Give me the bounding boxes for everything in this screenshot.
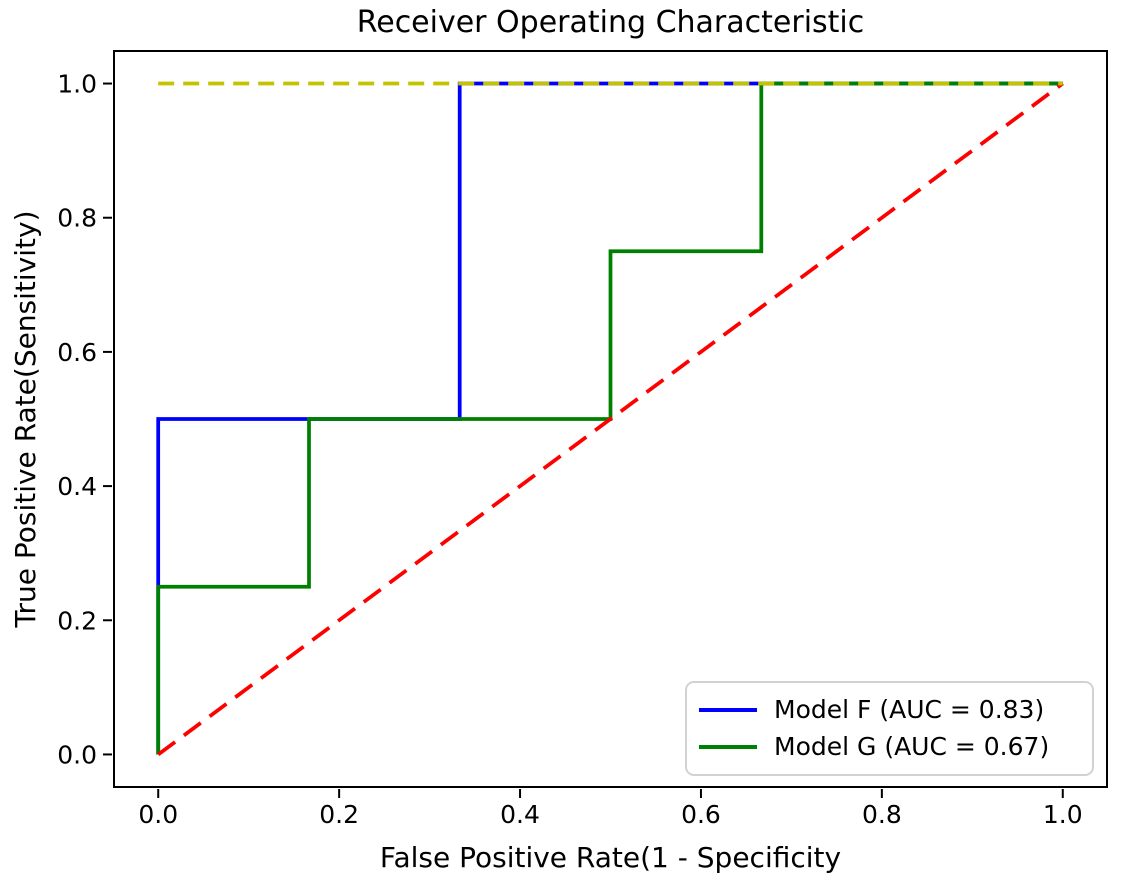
- y-tick-label: 0.8: [57, 204, 97, 233]
- legend-label-model-g: Model G (AUC = 0.67): [774, 731, 1050, 761]
- x-tick-label: 0.6: [681, 800, 721, 829]
- y-tick-label: 0.2: [57, 606, 97, 635]
- x-tick-label: 0.8: [862, 800, 902, 829]
- x-axis-label: False Positive Rate(1 - Specificity: [379, 841, 842, 874]
- y-tick-label: 1.0: [57, 70, 97, 99]
- chart-title: Receiver Operating Characteristic: [356, 5, 865, 40]
- legend-line-sample-model-g: [699, 744, 757, 749]
- y-tick-label: 0.4: [57, 472, 97, 501]
- legend-line-sample-model-f: [699, 708, 757, 713]
- x-tick-label: 0.0: [138, 800, 178, 829]
- legend-label-model-f: Model F (AUC = 0.83): [774, 695, 1045, 725]
- axes-spines: [113, 50, 1108, 788]
- chance-diagonal-line: [157, 81, 1064, 757]
- legend: Model F (AUC = 0.83) Model G (AUC = 0.67…: [685, 681, 1094, 776]
- x-tick-label: 0.2: [319, 800, 359, 829]
- legend-entry-model-f: Model F (AUC = 0.83): [699, 695, 1092, 725]
- y-tick-label: 0.0: [57, 740, 97, 769]
- y-tick-label: 0.6: [57, 338, 97, 367]
- x-tick-label: 0.4: [500, 800, 540, 829]
- legend-entry-model-g: Model G (AUC = 0.67): [699, 731, 1092, 761]
- x-tick-label: 1.0: [1043, 800, 1083, 829]
